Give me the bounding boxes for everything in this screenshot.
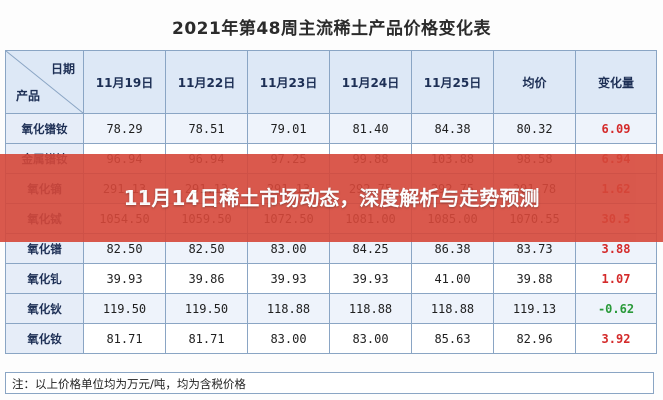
column-header: 变化量 bbox=[575, 50, 657, 114]
product-name: 氧化钕 bbox=[5, 323, 84, 354]
daily-price: 81.71 bbox=[83, 323, 166, 354]
corner-header: 日期 产品 bbox=[5, 50, 84, 114]
daily-price: 83.00 bbox=[329, 323, 412, 354]
corner-header-product: 产品 bbox=[16, 89, 41, 103]
average-price: 39.88 bbox=[493, 263, 576, 294]
table-title: 2021年第48周主流稀土产品价格变化表 bbox=[172, 19, 491, 39]
daily-price: 78.29 bbox=[83, 113, 166, 144]
daily-price: 118.88 bbox=[329, 293, 412, 324]
average-price: 80.32 bbox=[493, 113, 576, 144]
price-change: 3.92 bbox=[575, 323, 657, 354]
average-price: 119.13 bbox=[493, 293, 576, 324]
daily-price: 41.00 bbox=[411, 263, 494, 294]
column-header: 11月24日 bbox=[329, 50, 412, 114]
daily-price: 39.93 bbox=[247, 263, 330, 294]
product-name: 氧化钆 bbox=[5, 263, 84, 294]
daily-price: 119.50 bbox=[83, 293, 166, 324]
daily-price: 39.93 bbox=[83, 263, 166, 294]
daily-price: 118.88 bbox=[247, 293, 330, 324]
daily-price: 39.86 bbox=[165, 263, 248, 294]
column-header: 均价 bbox=[493, 50, 576, 114]
table-row: 氧化镨钕 78.29 78.51 79.01 81.40 84.38 80.32 6.09 bbox=[5, 113, 657, 144]
daily-price: 81.71 bbox=[165, 323, 248, 354]
price-change: 1.07 bbox=[575, 263, 657, 294]
table-note: 注：以上价格单位均为万元/吨，均为含税价格 bbox=[5, 372, 654, 394]
daily-price: 84.38 bbox=[411, 113, 494, 144]
daily-price: 118.88 bbox=[411, 293, 494, 324]
daily-price: 78.51 bbox=[165, 113, 248, 144]
product-name: 氧化钬 bbox=[5, 293, 84, 324]
table-row: 氧化钕 81.71 81.71 83.00 83.00 85.63 82.96 3.92 bbox=[5, 323, 657, 354]
product-name: 氧化镨钕 bbox=[5, 113, 84, 144]
price-change: -0.62 bbox=[575, 293, 657, 324]
daily-price: 79.01 bbox=[247, 113, 330, 144]
price-change: 6.09 bbox=[575, 113, 657, 144]
column-header: 11月22日 bbox=[165, 50, 248, 114]
headline-text: 11月14日稀土市场动态，深度解析与走势预测 bbox=[123, 186, 540, 210]
table-row: 氧化钆 39.93 39.86 39.93 39.93 41.00 39.88 1.07 bbox=[5, 263, 657, 294]
table-row: 氧化钬 119.50 119.50 118.88 118.88 118.88 119.13-… bbox=[5, 293, 657, 324]
column-header: 11月23日 bbox=[247, 50, 330, 114]
headline-banner: 11月14日稀土市场动态，深度解析与走势预测 bbox=[0, 154, 663, 242]
daily-price: 83.00 bbox=[247, 323, 330, 354]
daily-price: 81.40 bbox=[329, 113, 412, 144]
daily-price: 39.93 bbox=[329, 263, 412, 294]
corner-header-date: 日期 bbox=[50, 62, 75, 76]
daily-price: 85.63 bbox=[411, 323, 494, 354]
daily-price: 119.50 bbox=[165, 293, 248, 324]
average-price: 82.96 bbox=[493, 323, 576, 354]
column-header: 11月19日 bbox=[83, 50, 166, 114]
column-header: 11月25日 bbox=[411, 50, 494, 114]
diagonal-divider bbox=[6, 51, 83, 113]
